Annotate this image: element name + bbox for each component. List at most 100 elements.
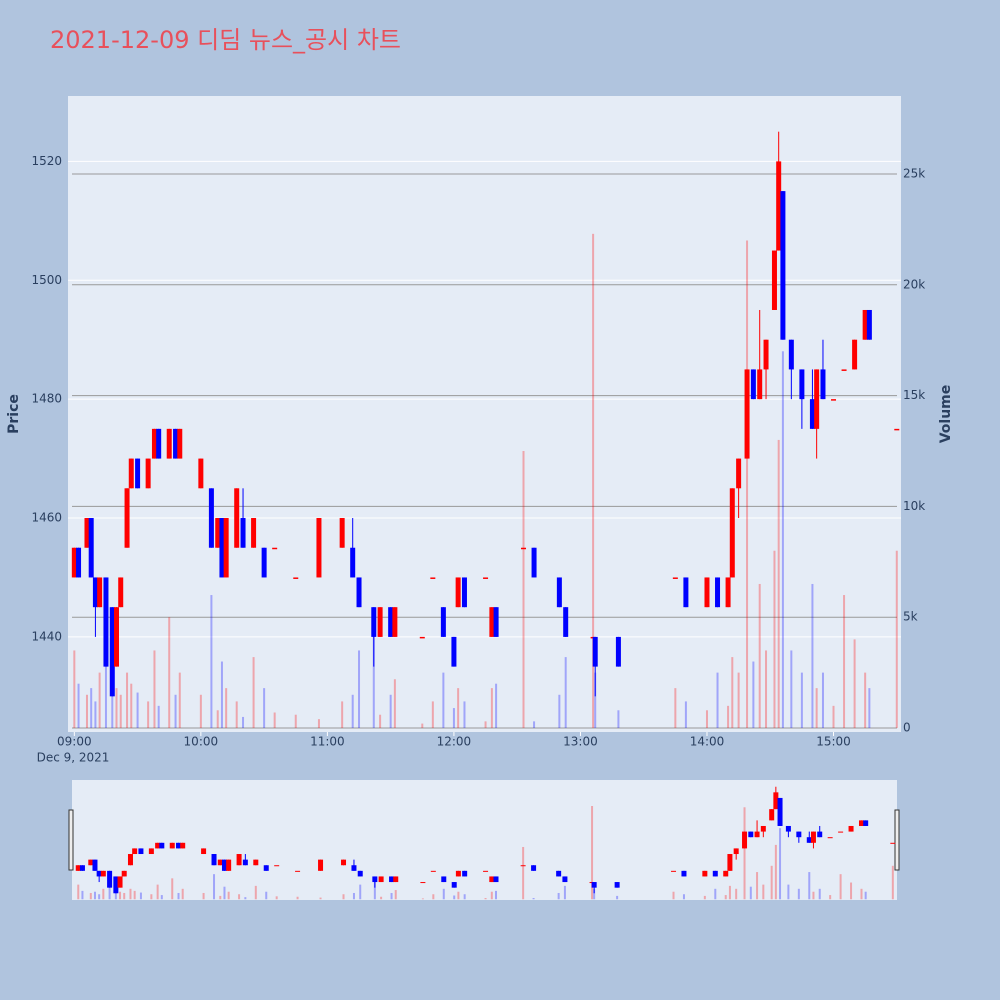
mini-candle-body bbox=[263, 865, 269, 871]
candle-body bbox=[215, 518, 221, 548]
mini-candle-body bbox=[221, 859, 227, 871]
candle-body bbox=[128, 458, 134, 489]
volume-bar bbox=[157, 705, 160, 729]
mini-candle-body bbox=[79, 865, 85, 871]
mini-volume-bar bbox=[213, 874, 216, 900]
candle-body bbox=[461, 577, 467, 608]
volume-bar bbox=[341, 701, 344, 729]
candle-body bbox=[293, 577, 299, 579]
volume-bar bbox=[379, 714, 382, 729]
mini-volume-bar bbox=[123, 892, 126, 900]
mini-volume-bar bbox=[787, 884, 790, 900]
mini-volume-bar bbox=[463, 894, 466, 900]
mini-candle-body bbox=[806, 837, 812, 843]
mini-volume-bar bbox=[714, 888, 717, 900]
mini-candle-body bbox=[754, 831, 760, 838]
candle-body bbox=[166, 428, 172, 459]
volume-bar bbox=[174, 694, 177, 729]
y2-tick-label: 0 bbox=[903, 721, 911, 735]
mini-volume-bar bbox=[864, 891, 867, 900]
range-handle-left[interactable] bbox=[68, 809, 74, 871]
range-slider[interactable] bbox=[72, 780, 897, 900]
mini-candle-body bbox=[777, 797, 783, 826]
mini-volume-bar bbox=[557, 892, 560, 900]
mini-volume-bar bbox=[114, 890, 117, 900]
volume-bar bbox=[273, 712, 276, 729]
mini-candle-body bbox=[520, 865, 526, 867]
candle-body bbox=[780, 191, 786, 340]
volume-bar bbox=[358, 650, 361, 729]
mini-candle-body bbox=[760, 825, 766, 832]
mini-candle-body bbox=[681, 870, 687, 877]
mini-volume-bar bbox=[891, 865, 894, 900]
mini-candle-body bbox=[817, 831, 823, 838]
mini-volume-bar bbox=[219, 895, 222, 900]
candle-body bbox=[97, 577, 103, 608]
chart-title: 2021-12-09 디딤 뉴스_공시 차트 bbox=[50, 26, 401, 54]
mini-candle-body bbox=[357, 870, 363, 877]
candle-body bbox=[788, 339, 794, 370]
mini-volume-bar bbox=[522, 846, 525, 900]
x-sublabel: Dec 9, 2021 bbox=[37, 751, 110, 765]
mini-volume-bar bbox=[818, 888, 821, 900]
volume-bar bbox=[111, 679, 114, 729]
mini-candle-body bbox=[295, 870, 301, 872]
candle-body bbox=[455, 577, 461, 608]
candle-body bbox=[156, 428, 162, 459]
mini-volume-bar bbox=[265, 891, 268, 900]
mini-candle-body bbox=[113, 876, 119, 894]
candle-body bbox=[672, 577, 678, 579]
range-handle-right[interactable] bbox=[894, 809, 900, 871]
candle-body bbox=[852, 339, 858, 370]
volume-bar bbox=[147, 701, 150, 729]
mini-candle-body bbox=[671, 870, 677, 872]
volume-bar bbox=[393, 679, 396, 729]
candle-body bbox=[208, 488, 214, 548]
mini-candle-body bbox=[121, 870, 127, 877]
volume-bar bbox=[821, 672, 824, 729]
mini-candle-body bbox=[430, 870, 436, 872]
mini-candle-body bbox=[796, 831, 802, 838]
mini-volume-bar bbox=[490, 891, 493, 900]
mini-volume-bar bbox=[254, 885, 257, 900]
candle-body bbox=[531, 547, 537, 578]
mini-volume-bar bbox=[749, 886, 752, 900]
mini-candle-body bbox=[274, 865, 280, 867]
candle-body bbox=[483, 577, 489, 579]
mini-candle-body bbox=[132, 848, 138, 855]
volume-bar bbox=[564, 657, 567, 729]
candle-body bbox=[261, 547, 267, 578]
plot-area bbox=[68, 96, 901, 732]
candle-body bbox=[71, 547, 77, 578]
mini-volume-bar bbox=[139, 892, 142, 900]
candle-body bbox=[118, 577, 124, 608]
volume-bar bbox=[737, 672, 740, 729]
candle-body bbox=[771, 250, 777, 310]
y-tick-label: 1460 bbox=[31, 511, 62, 525]
mini-candle-body bbox=[827, 837, 833, 839]
candle-body bbox=[820, 369, 826, 400]
volume-bar bbox=[216, 710, 219, 729]
mini-volume-bar bbox=[756, 872, 759, 900]
mini-volume-bar bbox=[494, 890, 497, 900]
mini-candle-body bbox=[96, 870, 102, 877]
mini-volume-bar bbox=[532, 897, 535, 900]
volume-bar bbox=[790, 650, 793, 729]
candle-body bbox=[114, 607, 120, 667]
volume-bar bbox=[104, 661, 107, 729]
candle-body bbox=[377, 607, 383, 637]
mini-candle-body bbox=[378, 876, 384, 883]
volume-bar bbox=[252, 657, 255, 729]
candle-body bbox=[350, 547, 356, 578]
candle-body bbox=[103, 577, 109, 667]
mini-volume-bar bbox=[774, 844, 777, 900]
mini-candle-body bbox=[159, 842, 165, 849]
mini-volume-bar bbox=[93, 891, 96, 900]
mini-volume-bar bbox=[394, 890, 397, 900]
mini-candle-body bbox=[341, 859, 347, 866]
volume-bar bbox=[126, 672, 129, 729]
mini-volume-bar bbox=[150, 894, 153, 900]
mini-candle-body bbox=[217, 859, 223, 866]
volume-bar bbox=[242, 716, 245, 729]
x-tick-label: 13:00 bbox=[563, 735, 598, 749]
